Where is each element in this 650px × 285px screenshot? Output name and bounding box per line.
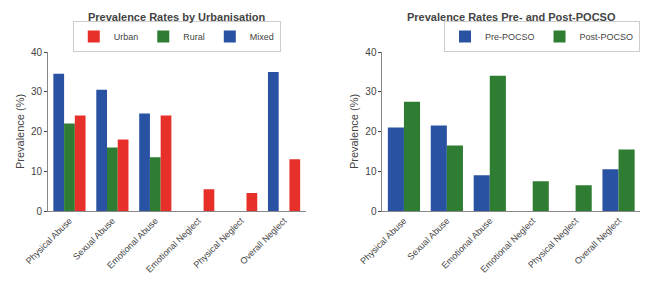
svg-text:Sexual Abuse: Sexual Abuse xyxy=(71,216,117,262)
svg-text:Prevalence Rates Pre- and Post: Prevalence Rates Pre- and Post-POCSO xyxy=(407,11,616,23)
svg-text:Mixed: Mixed xyxy=(250,32,274,42)
svg-text:Physical Neglect: Physical Neglect xyxy=(192,215,246,269)
svg-text:Post-POCSO: Post-POCSO xyxy=(580,32,634,42)
svg-text:10: 10 xyxy=(365,166,377,177)
svg-text:30: 30 xyxy=(31,86,43,97)
svg-text:Emotional Abuse: Emotional Abuse xyxy=(105,216,160,271)
svg-text:20: 20 xyxy=(365,126,377,137)
svg-text:0: 0 xyxy=(36,206,42,217)
svg-text:40: 40 xyxy=(31,47,43,58)
svg-text:Emotional Neglect: Emotional Neglect xyxy=(144,215,203,274)
svg-text:Overall Neglect: Overall Neglect xyxy=(573,215,624,266)
svg-text:Physical Abuse: Physical Abuse xyxy=(358,216,408,266)
svg-text:Prevalence Rates by Urbanisati: Prevalence Rates by Urbanisation xyxy=(88,11,266,23)
svg-text:40: 40 xyxy=(365,47,377,58)
svg-text:0: 0 xyxy=(371,206,377,217)
svg-text:Prevalence (%): Prevalence (%) xyxy=(348,94,360,169)
svg-text:Prevalence (%): Prevalence (%) xyxy=(14,94,26,169)
svg-text:Sexual Abuse: Sexual Abuse xyxy=(405,216,451,262)
svg-text:10: 10 xyxy=(31,166,43,177)
svg-text:Pre-POCSO: Pre-POCSO xyxy=(485,32,535,42)
svg-text:Overall Neglect: Overall Neglect xyxy=(238,215,289,266)
svg-text:Emotional Neglect: Emotional Neglect xyxy=(479,215,538,274)
svg-text:30: 30 xyxy=(365,86,377,97)
svg-text:20: 20 xyxy=(31,126,43,137)
svg-text:Rural: Rural xyxy=(183,32,205,42)
svg-text:Emotional Abuse: Emotional Abuse xyxy=(440,216,495,271)
svg-text:Urban: Urban xyxy=(114,32,139,42)
svg-text:Physical Neglect: Physical Neglect xyxy=(526,215,580,269)
svg-text:Physical Abuse: Physical Abuse xyxy=(24,216,74,266)
